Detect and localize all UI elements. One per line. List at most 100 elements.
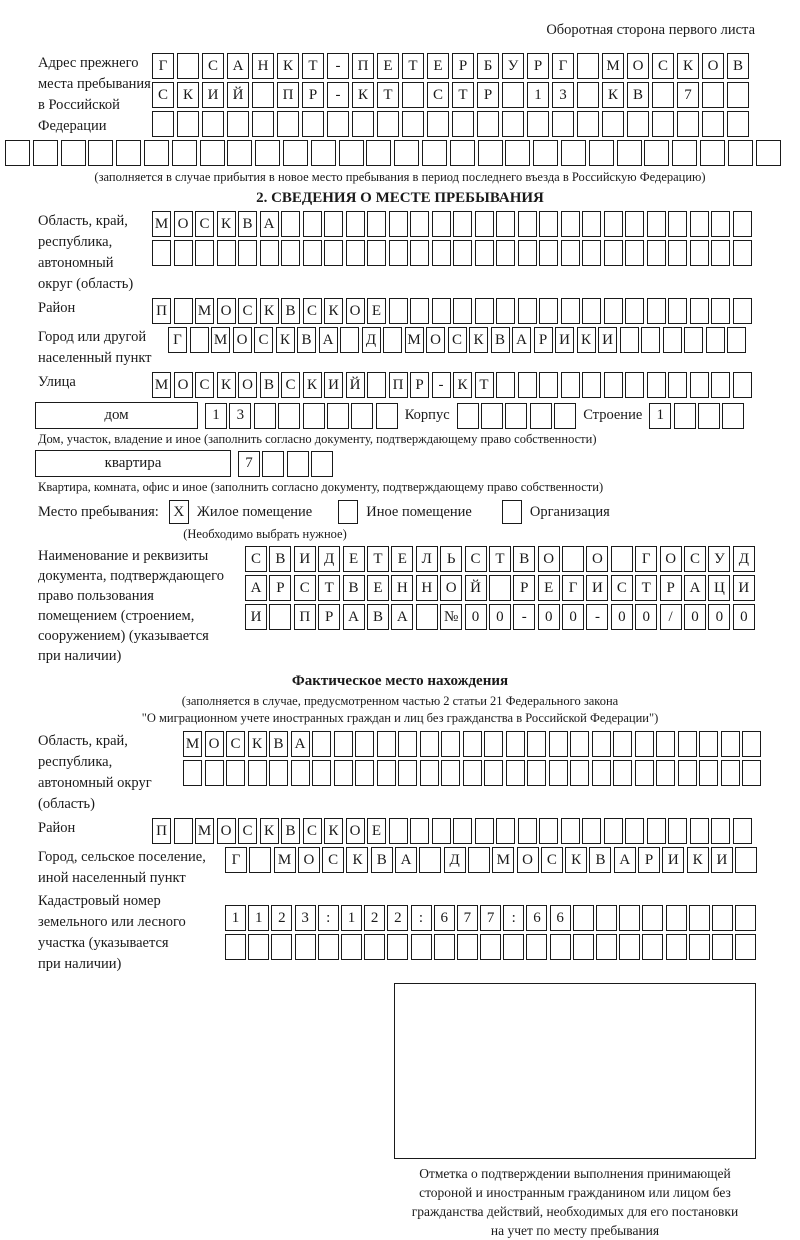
- char-box[interactable]: [388, 298, 408, 324]
- char-box[interactable]: [410, 298, 429, 324]
- char-box[interactable]: [248, 934, 270, 960]
- char-box[interactable]: Г: [225, 847, 247, 873]
- char-box[interactable]: 7: [456, 905, 478, 931]
- char-box[interactable]: Н: [391, 575, 414, 601]
- char-box[interactable]: [195, 240, 214, 266]
- char-box[interactable]: [732, 818, 752, 844]
- char-box[interactable]: А: [391, 604, 414, 630]
- char-box[interactable]: К: [352, 82, 374, 108]
- char-box[interactable]: [527, 111, 549, 137]
- char-box[interactable]: О: [204, 731, 224, 757]
- char-box[interactable]: [646, 298, 666, 324]
- char-box[interactable]: [548, 731, 568, 757]
- char-box[interactable]: [539, 240, 558, 266]
- char-box[interactable]: А: [342, 604, 365, 630]
- checkbox-residential[interactable]: X: [168, 500, 189, 524]
- char-box[interactable]: [367, 211, 386, 237]
- char-box[interactable]: [596, 934, 617, 960]
- char-box[interactable]: [577, 53, 599, 79]
- char-box[interactable]: О: [345, 298, 365, 324]
- char-box[interactable]: О: [173, 211, 193, 237]
- char-box[interactable]: Д: [732, 546, 755, 572]
- char-box[interactable]: [477, 111, 499, 137]
- char-box[interactable]: С: [195, 372, 214, 398]
- char-box[interactable]: О: [232, 327, 252, 353]
- char-box[interactable]: :: [410, 905, 432, 931]
- char-box[interactable]: [668, 818, 687, 844]
- char-box[interactable]: [625, 372, 644, 398]
- char-box[interactable]: Д: [361, 327, 381, 353]
- char-box[interactable]: [474, 818, 494, 844]
- char-box[interactable]: [225, 934, 246, 960]
- char-box[interactable]: К: [277, 53, 299, 79]
- char-box[interactable]: 0: [537, 604, 560, 630]
- char-box[interactable]: М: [602, 53, 624, 79]
- char-box[interactable]: Т: [377, 82, 399, 108]
- char-box[interactable]: [711, 298, 730, 324]
- char-box[interactable]: [505, 140, 531, 166]
- char-box[interactable]: [684, 327, 703, 353]
- char-box[interactable]: [582, 818, 601, 844]
- char-box[interactable]: В: [259, 372, 279, 398]
- char-box[interactable]: Ц: [708, 575, 731, 601]
- char-box[interactable]: [652, 82, 674, 108]
- char-box[interactable]: [116, 140, 142, 166]
- char-box[interactable]: [377, 111, 399, 137]
- char-box[interactable]: [711, 211, 730, 237]
- char-box[interactable]: [427, 111, 449, 137]
- char-box[interactable]: [333, 731, 353, 757]
- char-box[interactable]: [656, 760, 675, 786]
- char-box[interactable]: [410, 240, 429, 266]
- char-box[interactable]: [572, 934, 594, 960]
- char-box[interactable]: К: [686, 847, 709, 873]
- char-box[interactable]: [591, 760, 611, 786]
- char-box[interactable]: [603, 818, 623, 844]
- char-box[interactable]: Р: [269, 575, 292, 601]
- char-box[interactable]: [560, 240, 580, 266]
- char-box[interactable]: [281, 211, 300, 237]
- char-box[interactable]: [517, 298, 537, 324]
- char-box[interactable]: 2: [271, 905, 293, 931]
- char-box[interactable]: 2: [364, 905, 386, 931]
- char-box[interactable]: В: [297, 327, 316, 353]
- char-box[interactable]: [582, 211, 601, 237]
- char-box[interactable]: О: [216, 818, 236, 844]
- char-box[interactable]: [340, 327, 359, 353]
- char-box[interactable]: [502, 82, 524, 108]
- stamp-box[interactable]: [394, 983, 756, 1159]
- char-box[interactable]: [398, 731, 417, 757]
- char-box[interactable]: [735, 847, 758, 873]
- char-box[interactable]: [646, 818, 666, 844]
- char-box[interactable]: [554, 402, 577, 429]
- char-box[interactable]: Г: [168, 327, 187, 353]
- char-box[interactable]: [672, 140, 698, 166]
- char-box[interactable]: [402, 111, 424, 137]
- char-box[interactable]: К: [677, 53, 699, 79]
- char-box[interactable]: С: [610, 575, 633, 601]
- char-box[interactable]: Р: [533, 327, 553, 353]
- char-box[interactable]: [317, 934, 339, 960]
- char-box[interactable]: [345, 211, 365, 237]
- char-box[interactable]: И: [710, 847, 733, 873]
- char-box[interactable]: В: [589, 847, 612, 873]
- char-box[interactable]: [526, 934, 548, 960]
- char-box[interactable]: Т: [302, 53, 324, 79]
- char-box[interactable]: [642, 905, 664, 931]
- char-box[interactable]: И: [245, 604, 267, 630]
- char-box[interactable]: [484, 760, 503, 786]
- char-box[interactable]: В: [281, 298, 300, 324]
- char-box[interactable]: [255, 140, 281, 166]
- char-box[interactable]: [199, 140, 225, 166]
- char-box[interactable]: [503, 934, 525, 960]
- char-box[interactable]: Е: [377, 53, 399, 79]
- char-box[interactable]: [340, 934, 362, 960]
- char-box[interactable]: [646, 372, 666, 398]
- char-box[interactable]: О: [426, 327, 445, 353]
- char-box[interactable]: 1: [225, 905, 246, 931]
- char-box[interactable]: [689, 298, 709, 324]
- char-box[interactable]: [474, 211, 494, 237]
